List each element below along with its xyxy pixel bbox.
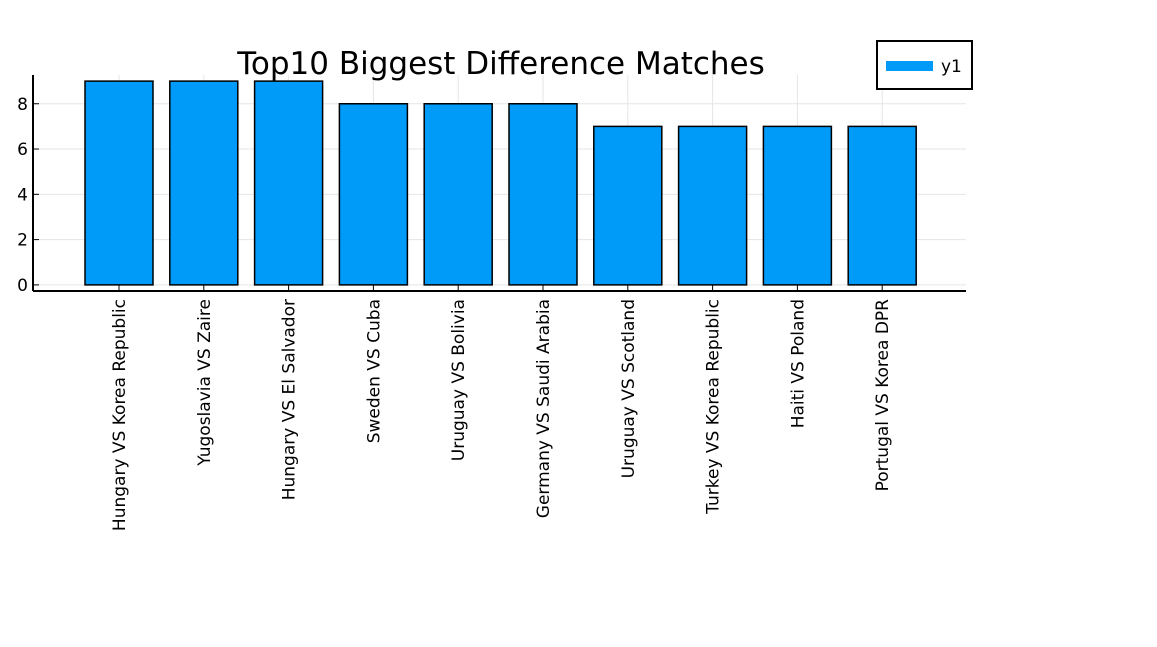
x-tick-label: Hungary VS El Salvador: [280, 299, 300, 500]
x-tick-label: Yugoslavia VS Zaire: [195, 299, 215, 467]
bars: [84, 80, 917, 286]
x-tick-label: Hungary VS Korea Republic: [110, 299, 130, 531]
bar: [253, 80, 324, 286]
x-tick-label: Germany VS Saudi Arabia: [534, 299, 554, 518]
x-tick-label: Sweden VS Cuba: [364, 299, 384, 443]
y-tick-label: 4: [17, 185, 28, 205]
y-tick-label: 2: [17, 231, 28, 251]
x-tick-label: Uruguay VS Scotland: [619, 299, 639, 478]
bar: [169, 80, 239, 286]
legend-swatch: [886, 61, 933, 71]
axes: [32, 75, 966, 292]
bar: [847, 125, 917, 286]
x-tick-label: Turkey VS Korea Republic: [704, 299, 724, 515]
bar: [338, 103, 409, 286]
x-tick-label: Haiti VS Poland: [788, 299, 808, 428]
bar: [762, 125, 833, 286]
x-axis-ticks: Hungary VS Korea Republic Yugoslavia VS Z…: [110, 285, 893, 531]
bar: [508, 103, 578, 286]
legend: y1: [876, 40, 973, 90]
bar: [84, 80, 154, 286]
y-tick-label: 6: [17, 140, 28, 160]
y-tick-label: 8: [17, 95, 28, 115]
chart-title: Top10 Biggest Difference Matches: [236, 46, 765, 82]
x-tick-label: Portugal VS Korea DPR: [873, 299, 893, 492]
legend-label: y1: [941, 57, 962, 77]
y-tick-label: 0: [17, 276, 28, 296]
y-axis-ticks: 0 2 4 6 8: [17, 95, 39, 296]
bar: [677, 125, 748, 286]
bar: [593, 125, 663, 286]
bar: [423, 103, 493, 286]
x-tick-label: Uruguay VS Bolivia: [449, 299, 469, 461]
